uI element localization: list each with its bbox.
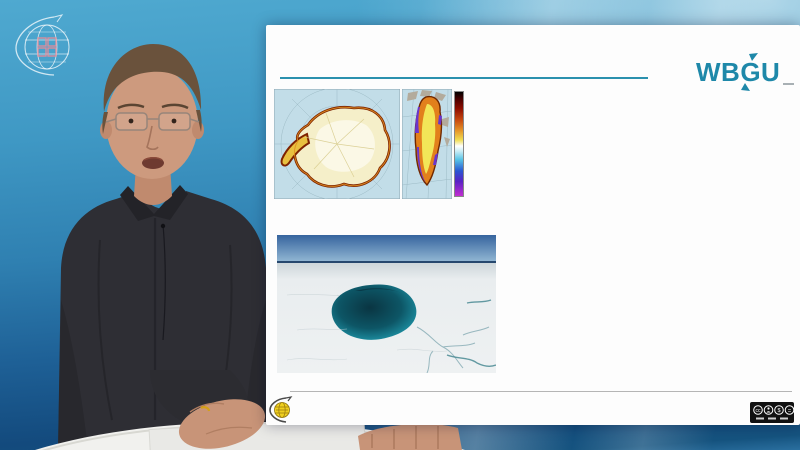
nd-icon	[784, 405, 794, 415]
by-icon	[763, 405, 774, 415]
antarctica-map	[274, 89, 400, 199]
nc-icon	[774, 405, 784, 415]
footer-divider	[290, 391, 792, 392]
globe-watermark-icon	[15, 14, 70, 76]
mouth	[142, 157, 164, 169]
desk	[35, 370, 465, 450]
greenland-map	[402, 89, 452, 199]
title-underline	[280, 77, 648, 79]
presentation-slide: WBGU	[266, 25, 800, 425]
hand-left	[178, 399, 266, 449]
wbgu-logo-text: WBGU	[696, 57, 780, 87]
wbgu-arrow-top-icon	[749, 53, 758, 61]
wbgu-logo: WBGU	[696, 53, 794, 91]
hair	[103, 44, 202, 112]
hand-right	[358, 423, 462, 450]
svg-text:$: $	[777, 408, 780, 414]
melt-pond-photo	[277, 235, 496, 373]
footer-globe-icon	[269, 396, 293, 423]
slr-chart	[500, 95, 800, 363]
face	[106, 67, 198, 179]
cc-icon	[753, 405, 763, 415]
svg-text:=: =	[788, 408, 792, 414]
elevation-colorbar	[454, 91, 464, 197]
svg-text:cc: cc	[756, 408, 762, 414]
colorbar-labels	[468, 87, 502, 201]
wbgu-arrow-bottom-icon	[741, 83, 750, 91]
cc-license-badge: cc $ =	[750, 402, 794, 423]
